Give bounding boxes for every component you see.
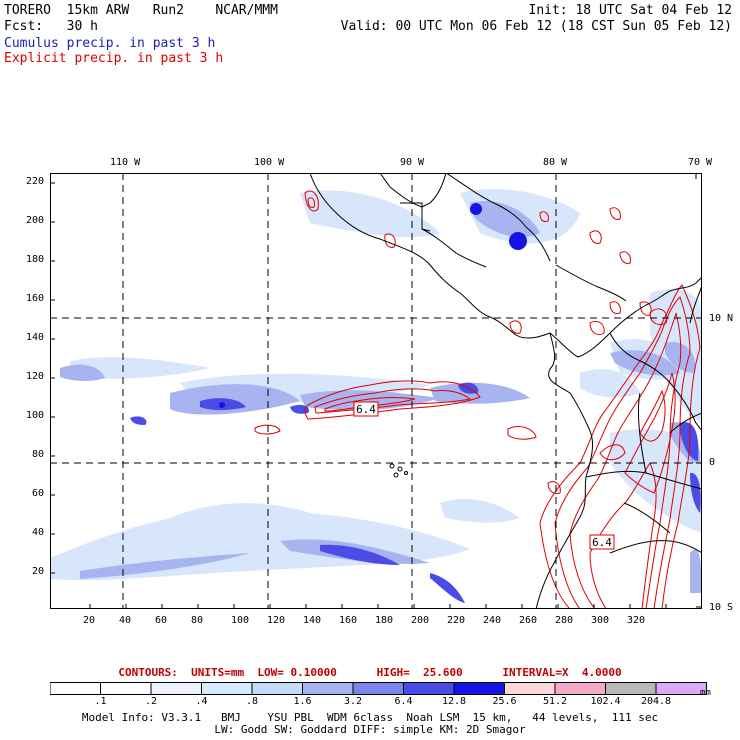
colorbar-box: [50, 682, 101, 695]
x-tick-60: 60: [155, 615, 168, 626]
lon-label-90w: 90 W: [400, 157, 425, 168]
init-time: Init: 18 UTC Sat 04 Feb 12: [528, 3, 733, 18]
colorbar-box: [201, 682, 253, 695]
colorbar-box: [352, 682, 404, 695]
colorbar-label: 3.2: [343, 696, 363, 707]
colorbar-label: 1.6: [293, 696, 312, 707]
explicit-legend-label: Explicit precip. in past 3 h: [4, 51, 224, 66]
y-tick-140: 140: [26, 332, 45, 343]
x-tick-80: 80: [191, 615, 204, 626]
frame-ticks: [50, 173, 702, 609]
svg-text:6.4: 6.4: [592, 536, 612, 549]
x-tick-280: 280: [555, 615, 574, 626]
colorbar-box: [100, 682, 152, 695]
colorbar-label: .4: [195, 696, 208, 707]
x-tick-180: 180: [375, 615, 394, 626]
x-tick-320: 320: [627, 615, 646, 626]
lat-label-0: 0: [709, 457, 716, 468]
model-info: Model Info: V3.3.1 BMJ YSU PBL WDM 6clas…: [81, 711, 659, 724]
colorbar-box: [655, 682, 707, 695]
y-tick-100: 100: [26, 410, 45, 421]
contour-label-1: 6.4: [353, 401, 379, 417]
graticule: [50, 173, 702, 609]
x-tick-160: 160: [339, 615, 358, 626]
run-title: TORERO 15km ARW Run2 NCAR/MMM: [4, 3, 278, 18]
x-tick-220: 220: [447, 615, 466, 626]
lon-label-110w: 110 W: [110, 157, 141, 168]
svg-text:6.4: 6.4: [356, 403, 376, 416]
x-tick-260: 260: [519, 615, 538, 626]
colorbar-box: [453, 682, 505, 695]
y-tick-180: 180: [26, 254, 45, 265]
colorbar-box: [150, 682, 202, 695]
colorbar-label: 51.2: [542, 696, 568, 707]
colorbar-box: [504, 682, 556, 695]
y-tick-160: 160: [26, 293, 45, 304]
colorbar-box: [251, 682, 303, 695]
colorbar-box: [403, 682, 455, 695]
x-tick-300: 300: [591, 615, 610, 626]
y-tick-220: 220: [26, 176, 45, 187]
colorbar-box: [605, 682, 657, 695]
colorbar-boxes: [50, 682, 707, 695]
colorbar-label: .8: [245, 696, 259, 707]
y-tick-20: 20: [32, 566, 45, 577]
colorbar-label: 12.8: [441, 696, 467, 707]
map-frame: [50, 173, 702, 609]
y-tick-40: 40: [32, 527, 45, 538]
y-tick-120: 120: [26, 371, 45, 382]
colorbar-unit: mm: [700, 688, 711, 696]
precip-map: 6.4 6.4: [50, 173, 702, 609]
contour-info: CONTOURS: UNITS=mm LOW= 0.10000 HIGH= 25…: [118, 666, 622, 679]
valid-time: Valid: 00 UTC Mon 06 Feb 12 (18 CST Sun …: [340, 19, 732, 34]
lon-label-100w: 100 W: [254, 157, 285, 168]
colorbar-box: [302, 682, 354, 695]
colorbar-label: 25.6: [492, 696, 517, 707]
contour-label-2: 6.4: [589, 534, 615, 550]
x-tick-40: 40: [119, 615, 132, 626]
colorbar-label: 6.4: [394, 696, 413, 707]
forecast-hour: Fcst: 30 h: [4, 19, 98, 34]
colorbar-label: .2: [144, 696, 158, 707]
model-physics: LW: Godd SW: Goddard DIFF: simple KM: 2D…: [214, 723, 526, 736]
lat-label-10n: 10 N: [709, 313, 734, 324]
colorbar-label: 204.8: [640, 696, 672, 707]
x-tick-140: 140: [303, 615, 322, 626]
x-tick-100: 100: [231, 615, 250, 626]
colorbar-label: .1: [94, 696, 107, 707]
colorbar-label: 102.4: [590, 696, 621, 707]
x-tick-120: 120: [267, 615, 286, 626]
x-tick-20: 20: [83, 615, 96, 626]
lon-label-70w: 70 W: [688, 157, 713, 168]
x-tick-200: 200: [411, 615, 430, 626]
cumulus-legend-label: Cumulus precip. in past 3 h: [4, 36, 216, 51]
colorbar-box: [554, 682, 606, 695]
colorbar: mm: [50, 682, 711, 696]
lon-label-80w: 80 W: [543, 157, 568, 168]
y-tick-200: 200: [26, 215, 45, 226]
lat-label-10s: 10 S: [709, 602, 734, 613]
y-tick-80: 80: [32, 449, 45, 460]
y-tick-60: 60: [32, 488, 45, 499]
x-tick-240: 240: [483, 615, 502, 626]
